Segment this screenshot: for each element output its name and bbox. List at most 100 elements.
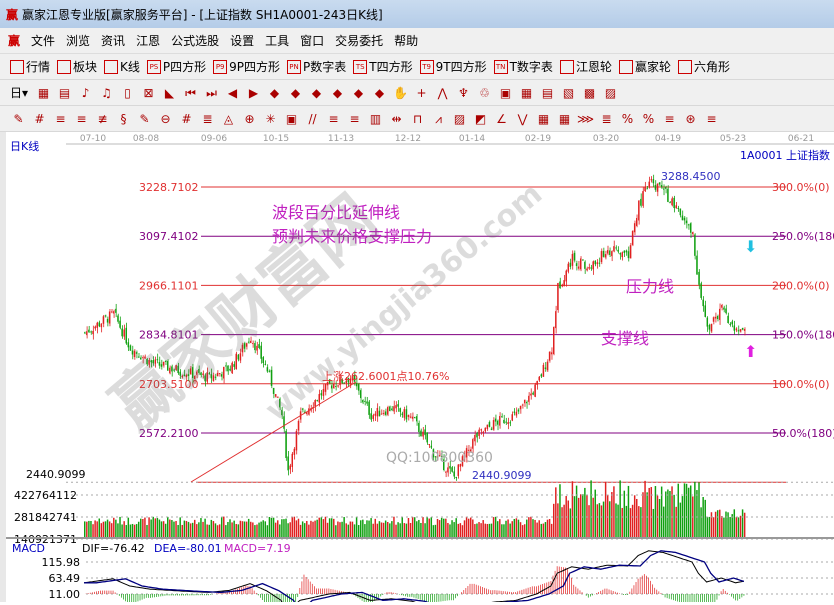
tool-icon[interactable]: ◆ [311, 85, 322, 100]
tool-icon[interactable]: ▨ [453, 111, 466, 126]
tool-icon[interactable]: ◣ [164, 85, 175, 100]
toolbar-button[interactable]: TN T数字表 [493, 58, 553, 75]
tool-icon[interactable]: ≣ [202, 111, 213, 126]
tool-icon[interactable]: ⏭ [206, 85, 217, 100]
menu-item[interactable]: 公式选股 [171, 34, 220, 48]
tool-icon[interactable]: ▩ [583, 85, 596, 100]
tool-icon[interactable]: ∠ [496, 111, 507, 126]
tool-icon[interactable]: ≡ [76, 111, 87, 126]
kline-chart[interactable]: 07-10 08-08 09-06 10-15 11-13 12-12 01-14 02-19… [0, 132, 834, 605]
tool-icon[interactable]: ✎ [139, 111, 150, 126]
menu-item[interactable]: 工具 [265, 34, 290, 48]
menu-item[interactable]: 文件 [31, 34, 56, 48]
chart-canvas[interactable]: 07-10 08-08 09-06 10-15 11-13 12-12 01-14 02-19… [6, 132, 834, 605]
tool-icon[interactable]: ≢ [97, 111, 108, 126]
candle-body [357, 383, 360, 391]
tool-icon[interactable]: ♆ [458, 85, 469, 100]
volume-bar [299, 524, 302, 538]
menu-item[interactable]: 资讯 [101, 34, 126, 48]
tool-icon[interactable]: ◆ [269, 85, 280, 100]
tool-icon[interactable]: ⊠ [143, 85, 154, 100]
tool-icon[interactable]: # [34, 111, 45, 126]
volume-bar [108, 521, 111, 538]
tool-icon[interactable]: ♲ [479, 85, 490, 100]
menu-item[interactable]: 设置 [230, 34, 255, 48]
toolbar-button[interactable]: 赢家轮 [618, 58, 671, 75]
tool-icon[interactable]: ▤ [541, 85, 554, 100]
volume-bar [733, 509, 736, 538]
tool-icon[interactable]: ◆ [374, 85, 385, 100]
menu-item[interactable]: 浏览 [66, 34, 91, 48]
toolbar-button[interactable]: PN P数字表 [287, 58, 346, 75]
tool-icon[interactable]: ♪ [81, 85, 90, 100]
toolbar-button[interactable]: 六角形 [677, 58, 730, 75]
volume-bar [735, 517, 738, 538]
toolbar-button[interactable]: PS P四方形 [146, 58, 206, 75]
tool-icon[interactable]: ▥ [369, 111, 382, 126]
symbol-label: 1A0001 上证指数 [740, 148, 830, 162]
toolbar-button[interactable]: 板块 [57, 58, 97, 75]
tool-icon[interactable]: ≡ [328, 111, 339, 126]
tool-icon[interactable]: ▤ [58, 85, 71, 100]
tool-icon[interactable]: % [642, 111, 655, 126]
tool-icon[interactable]: ✋ [393, 85, 409, 100]
tool-icon[interactable]: ⩘ [435, 111, 442, 126]
tool-icon[interactable]: ⊖ [160, 111, 171, 126]
tool-icon[interactable]: ▣ [499, 85, 512, 100]
tool-icon[interactable]: ▧ [562, 85, 575, 100]
tool-icon[interactable]: ◬ [223, 111, 234, 126]
tool-icon[interactable]: ◩ [474, 111, 487, 126]
period-select[interactable]: 日 ▾ [10, 85, 29, 101]
toolbar-button[interactable]: 江恩轮 [559, 58, 612, 75]
volume-bar [463, 520, 466, 538]
toolbar-button[interactable]: P9 9P四方形 [213, 58, 280, 75]
volume-bar [368, 520, 370, 538]
tool-icon[interactable]: ▦ [520, 85, 533, 100]
menu-item[interactable]: 江恩 [136, 34, 161, 48]
tool-icon[interactable]: ≡ [349, 111, 360, 126]
tool-icon[interactable]: ≣ [601, 111, 612, 126]
tool-icon[interactable]: ◆ [332, 85, 343, 100]
tool-icon[interactable]: ✳ [265, 111, 276, 126]
tool-icon[interactable]: ≡ [664, 111, 675, 126]
menu-item[interactable]: 窗口 [300, 34, 325, 48]
tool-icon[interactable]: ▦ [37, 85, 50, 100]
tool-icon[interactable]: ♫ [101, 85, 112, 100]
candle-body [451, 467, 453, 472]
tool-icon[interactable]: ◆ [290, 85, 301, 100]
tool-icon[interactable]: ▨ [604, 85, 617, 100]
tool-icon[interactable]: ▯ [124, 85, 131, 100]
toolbar-button[interactable]: T9 9T四方形 [419, 58, 487, 75]
tool-icon[interactable]: ≡ [55, 111, 66, 126]
tool-icon[interactable]: ⏮ [185, 85, 196, 100]
tool-icon[interactable]: ⊛ [685, 111, 696, 126]
toolbar-button[interactable]: 行情 [10, 58, 50, 75]
tool-icon[interactable]: ⋀ [437, 85, 448, 100]
tool-icon[interactable]: ▶ [248, 85, 259, 100]
menu-bar: 赢 文件 浏览 资讯 江恩 公式选股 设置 工具 窗口 交易委托 帮助 [0, 28, 834, 54]
toolbar-button[interactable]: TS T四方形 [353, 58, 413, 75]
tool-icon[interactable]: ▦ [537, 111, 550, 126]
tool-icon[interactable]: ⋁ [517, 111, 528, 126]
tool-icon[interactable]: # [181, 111, 192, 126]
tool-icon[interactable]: ≡ [706, 111, 717, 126]
tool-icon[interactable]: ▦ [558, 111, 571, 126]
tool-icon[interactable]: ◀ [227, 85, 238, 100]
tool-icon[interactable]: ⊓ [412, 111, 423, 126]
menu-item[interactable]: 交易委托 [335, 34, 384, 48]
tool-icon[interactable]: ⇹ [391, 111, 402, 126]
tool-icon[interactable]: ◆ [353, 85, 364, 100]
tool-icon[interactable]: § [120, 111, 127, 126]
tool-icon[interactable]: ✎ [13, 111, 24, 126]
grid-icon [10, 59, 24, 74]
candle-body [677, 207, 679, 209]
tool-icon[interactable]: ⋙ [577, 111, 595, 126]
tool-icon[interactable]: // [308, 111, 317, 126]
volume-bar [445, 518, 447, 538]
tool-icon[interactable]: % [621, 111, 634, 126]
tool-icon[interactable]: ⊕ [244, 111, 255, 126]
menu-item[interactable]: 帮助 [394, 34, 419, 48]
tool-icon[interactable]: + [416, 85, 427, 100]
toolbar-button[interactable]: K线 [104, 58, 140, 75]
tool-icon[interactable]: ▣ [285, 111, 298, 126]
